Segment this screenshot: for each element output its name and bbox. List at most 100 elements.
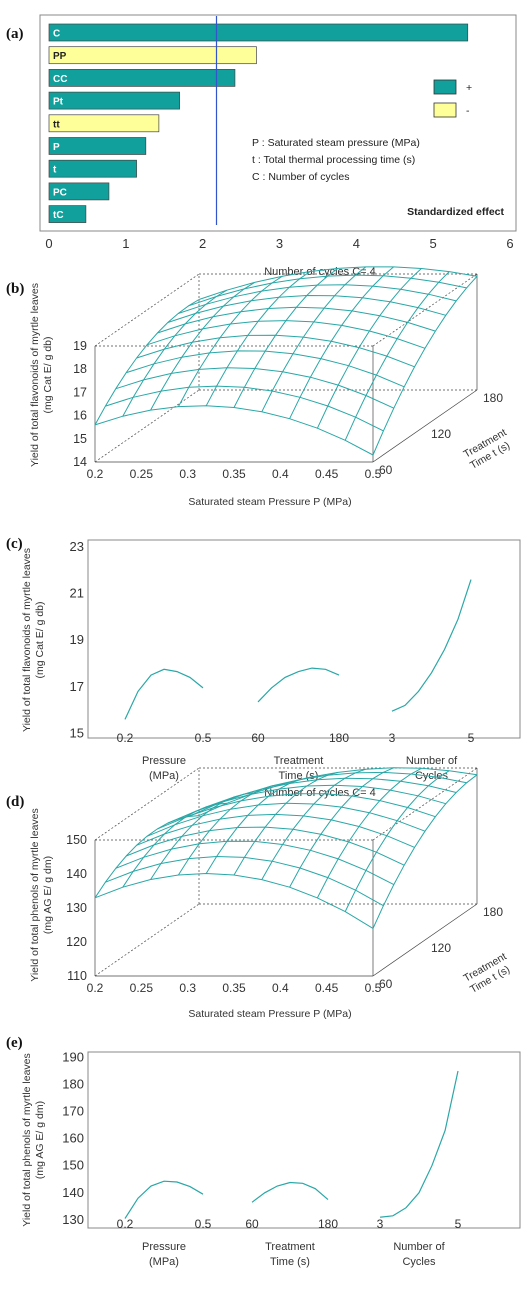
main-effect-curve xyxy=(391,579,472,712)
surface-mesh-line xyxy=(233,771,339,876)
x-tick-label: 0.45 xyxy=(315,467,339,481)
x-tick-label: 0.5 xyxy=(195,731,212,745)
factor-label: Pressure xyxy=(142,755,186,767)
x-tick-label: 0.2 xyxy=(87,981,104,995)
x-tick-label: 0.35 xyxy=(222,981,246,995)
x-tick-label: 3 xyxy=(377,1217,384,1231)
y-tick-label: 130 xyxy=(62,1212,84,1227)
x-tick-label: 180 xyxy=(318,1217,338,1231)
z-axis-title-line2: (mg Cat E/ g db) xyxy=(42,336,54,413)
surface-mesh-line xyxy=(344,271,450,441)
z-tick-label: 120 xyxy=(66,935,87,949)
surface-mesh-line xyxy=(316,767,422,899)
bar-PP xyxy=(48,46,257,65)
x-tick-label: 2 xyxy=(199,236,206,251)
panel-label-c: (c) xyxy=(6,536,23,552)
panel-label-e: (e) xyxy=(6,1035,23,1051)
y-tick-label: 180 xyxy=(62,1076,84,1091)
bar-label-t: t xyxy=(53,165,57,176)
bar-CC xyxy=(48,69,236,87)
factor-label: (MPa) xyxy=(149,1256,179,1268)
main-effect-curve xyxy=(257,667,340,703)
x-tick-label: 1 xyxy=(122,236,129,251)
bar-PC xyxy=(48,182,110,201)
pareto-frame xyxy=(39,14,517,232)
surface-mesh-line xyxy=(372,774,478,929)
box-edge xyxy=(94,903,200,977)
bar-label-P: P xyxy=(53,142,60,153)
y-tick-label: 15 xyxy=(70,725,84,740)
main-effects-frame xyxy=(87,1051,521,1229)
z-tick-label: 15 xyxy=(73,432,87,446)
surface-mesh-line xyxy=(150,792,255,880)
x-tick-label: 5 xyxy=(430,236,437,251)
x-tick-label: 6 xyxy=(506,236,513,251)
y-tick-label: 120 xyxy=(431,941,451,955)
bar-tt xyxy=(48,114,160,133)
x-tick-label: 0.5 xyxy=(195,1217,212,1231)
y-tick-label: 60 xyxy=(379,463,393,477)
y-tick-label: 120 xyxy=(431,427,451,441)
surface-mesh-line xyxy=(94,815,200,899)
surface-mesh-line xyxy=(126,350,405,388)
x-tick-label: 0.35 xyxy=(222,467,246,481)
y-axis-title-line1: Yield of total phenols of myrtle leaves xyxy=(21,1053,33,1227)
x-tick-label: 0.4 xyxy=(272,467,289,481)
surface-mesh-line xyxy=(105,385,384,432)
factor-label: Time (s) xyxy=(270,1256,310,1268)
surface-mesh-line xyxy=(261,768,366,880)
surface-mesh-line xyxy=(316,268,422,429)
x-tick-label: 0.45 xyxy=(315,981,339,995)
factor-label: Time (s) xyxy=(279,770,319,782)
main-effect-curve xyxy=(124,668,204,720)
y-tick-label: 60 xyxy=(379,977,393,991)
legend-swatch-positive xyxy=(433,79,457,95)
x-tick-label: 60 xyxy=(245,1217,259,1231)
x-tick-label: 0 xyxy=(45,236,52,251)
panel-label-a: (a) xyxy=(6,26,24,42)
surface-mesh-line xyxy=(233,267,339,408)
bar-t xyxy=(48,159,137,178)
x-tick-label: 3 xyxy=(389,731,396,745)
main-effect-curve xyxy=(124,1180,204,1219)
y-axis-title-line1: Yield of total flavonoids of myrtle leav… xyxy=(21,548,33,732)
main-effect-curve xyxy=(379,1070,459,1218)
z-tick-label: 19 xyxy=(73,339,87,353)
y-tick-label: 21 xyxy=(70,586,84,601)
pareto-legend: + - xyxy=(433,79,472,118)
surface-mesh-line xyxy=(94,405,374,456)
x-tick-label: 0.4 xyxy=(272,981,289,995)
surface-mesh-line xyxy=(205,271,311,407)
x-tick-label: 5 xyxy=(455,1217,462,1231)
surface-mesh-line xyxy=(372,275,478,456)
factor-label: Cycles xyxy=(415,770,449,782)
factor-label: Cycles xyxy=(402,1256,436,1268)
surface-mesh-line xyxy=(261,266,367,413)
x-tick-label: 0.2 xyxy=(87,467,104,481)
y-tick-label: 17 xyxy=(70,679,84,694)
factor-label: Number of xyxy=(393,1241,445,1253)
z-axis-title-line2: (mg AG E/ g dm) xyxy=(42,856,54,934)
y-tick-label: 23 xyxy=(70,539,84,554)
box-edge xyxy=(94,389,200,463)
z-tick-label: 14 xyxy=(73,455,87,469)
surface-mesh-line xyxy=(344,770,450,912)
factor-label: Number of xyxy=(406,755,458,767)
x-tick-label: 0.25 xyxy=(130,467,154,481)
x-tick-label: 0.5 xyxy=(365,981,382,995)
surface-mesh-line xyxy=(94,299,200,426)
z-tick-label: 17 xyxy=(73,385,87,399)
z-axis-title-line1: Yield of total flavonoids of myrtle leav… xyxy=(29,283,41,467)
surface-plot-phenols: Number of cycles C= 4 0.2 0.25 0.3 0.35 0.4 0… xyxy=(29,767,512,1020)
bar-P xyxy=(48,137,147,155)
y-tick-label: 190 xyxy=(62,1049,84,1064)
z-tick-label: 150 xyxy=(66,833,87,847)
x-tick-label: 0.3 xyxy=(179,467,196,481)
y-axis-title-line2: (mg Cat E/ g db) xyxy=(34,601,46,678)
z-tick-label: 16 xyxy=(73,409,87,423)
surface-mesh-line xyxy=(289,266,394,419)
y-tick-label: 140 xyxy=(62,1185,84,1200)
surface-mesh-line xyxy=(122,802,227,888)
main-effects-flavonoids: 15 17 19 21 23 0.2 0.5 Pressure (MPa) 60 180 Treatm… xyxy=(21,539,521,782)
x-tick-label: 4 xyxy=(353,236,360,251)
